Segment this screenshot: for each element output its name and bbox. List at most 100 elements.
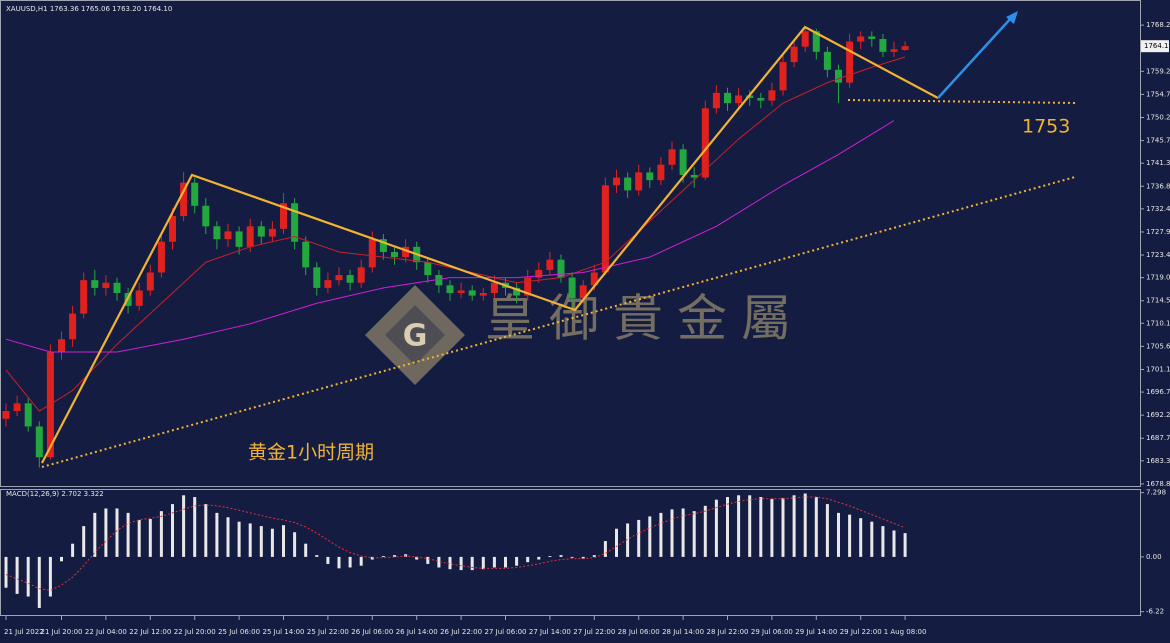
x-tick-label: 1 Aug 08:00 <box>884 628 927 636</box>
x-tick-label: 27 Jul 06:00 <box>485 628 527 636</box>
macd-bar <box>26 556 30 597</box>
macd-bar <box>903 533 907 557</box>
main-frame <box>0 0 1141 487</box>
y-tick-label: 1732.40 <box>1146 205 1170 213</box>
candle-body <box>690 174 698 178</box>
macd-bar <box>670 509 674 557</box>
y-tick-label: 1759.20 <box>1146 67 1170 75</box>
candle-body <box>701 108 709 178</box>
period-annotation: 黄金1小时周期 <box>248 442 374 464</box>
macd-bar <box>626 523 630 557</box>
macd-bar <box>448 556 452 570</box>
macd-bar <box>393 555 396 557</box>
price-tag <box>1141 40 1169 53</box>
candle-body <box>135 290 143 306</box>
x-tick-label: 25 Jul 14:00 <box>263 628 305 636</box>
candle-body <box>568 277 576 299</box>
x-tick-label: 22 Jul 04:00 <box>85 628 127 636</box>
macd-bar <box>326 556 330 564</box>
candle-body <box>712 92 720 109</box>
macd-bar <box>470 556 474 571</box>
macd-bar <box>892 530 896 557</box>
arrow-head <box>1006 11 1018 24</box>
macd-bar <box>803 493 807 557</box>
candle-body <box>424 262 432 276</box>
macd-bar <box>437 556 441 568</box>
macd-bar <box>659 512 663 557</box>
y-tick-label: 1736.80 <box>1146 182 1170 190</box>
macd-bar <box>248 523 252 557</box>
candle-body <box>213 226 221 240</box>
x-tick-label: 29 Jul 06:00 <box>751 628 793 636</box>
macd-label: MACD(12,26,9) 2.702 3.322 <box>6 490 104 498</box>
candle-body <box>757 98 765 101</box>
candle-body <box>80 280 88 314</box>
macd-bar <box>859 518 863 557</box>
macd-bar <box>226 517 230 557</box>
candle-body <box>657 164 665 181</box>
x-tick-label: 25 Jul 06:00 <box>218 628 260 636</box>
y-tick-label: 1687.70 <box>1146 434 1170 442</box>
macd-bar <box>148 519 152 557</box>
analysis-lines <box>41 11 1076 468</box>
x-tick-label: 28 Jul 06:00 <box>618 628 660 636</box>
candle-body <box>679 149 687 175</box>
macd-bar <box>270 528 274 557</box>
macd-bar <box>71 543 75 557</box>
macd-bar <box>726 497 729 557</box>
x-tick-label: 29 Jul 22:00 <box>840 628 882 636</box>
candle-body <box>324 280 332 288</box>
candle-body <box>402 246 410 258</box>
macd-bar <box>637 519 641 557</box>
x-tick-label: 26 Jul 06:00 <box>351 628 393 636</box>
macd-bar <box>82 526 86 557</box>
x-tick-label: 26 Jul 14:00 <box>396 628 438 636</box>
candle-body <box>646 172 654 181</box>
candle-body <box>335 275 343 281</box>
candle-body <box>635 172 643 191</box>
candle-body <box>280 203 287 229</box>
candle-body <box>535 269 543 278</box>
candle-body <box>590 272 598 286</box>
candle-body <box>302 241 310 268</box>
macd-bar <box>115 508 119 557</box>
macd-bar <box>259 526 263 557</box>
macd-bar <box>559 555 563 557</box>
candle-body <box>513 287 521 296</box>
macd-bar <box>337 556 341 569</box>
candle-body <box>235 231 243 247</box>
macd-bar <box>293 532 297 557</box>
macd-bar <box>814 497 818 557</box>
macd-bar <box>515 556 519 566</box>
candle-body <box>379 239 387 252</box>
macd-bar <box>126 512 130 557</box>
macd-bar <box>581 556 585 559</box>
chart-header: XAUUSD,H1 1763.36 1765.06 1763.20 1764.1… <box>6 5 172 13</box>
macd-bar <box>282 525 285 557</box>
candle-body <box>368 239 376 268</box>
candle-body <box>91 280 99 288</box>
y-tick-label: 0.00 <box>1146 553 1162 561</box>
candle-body <box>790 46 798 63</box>
macd-bar <box>37 556 41 608</box>
logo-diamond <box>365 285 465 385</box>
macd-bar <box>848 514 852 557</box>
x-tick-label: 28 Jul 14:00 <box>662 628 704 636</box>
candle-body <box>102 282 110 288</box>
macd-bar <box>15 556 19 594</box>
candle-body <box>868 36 876 40</box>
y-tick-label: -6.22 <box>1146 608 1164 616</box>
candle-body <box>291 203 299 242</box>
macd-bar <box>48 556 52 597</box>
candle-body <box>257 226 265 237</box>
candle-body <box>24 403 32 427</box>
candle-body <box>457 290 465 294</box>
x-tick-label: 22 Jul 20:00 <box>174 628 216 636</box>
macd-bar <box>526 556 530 563</box>
macd-bar <box>692 511 696 557</box>
candle-body <box>246 226 254 247</box>
y-tick-label: 1714.50 <box>1146 297 1170 305</box>
macd-bar <box>492 556 496 568</box>
macd-bar <box>881 526 885 557</box>
macd-bar <box>648 516 652 557</box>
